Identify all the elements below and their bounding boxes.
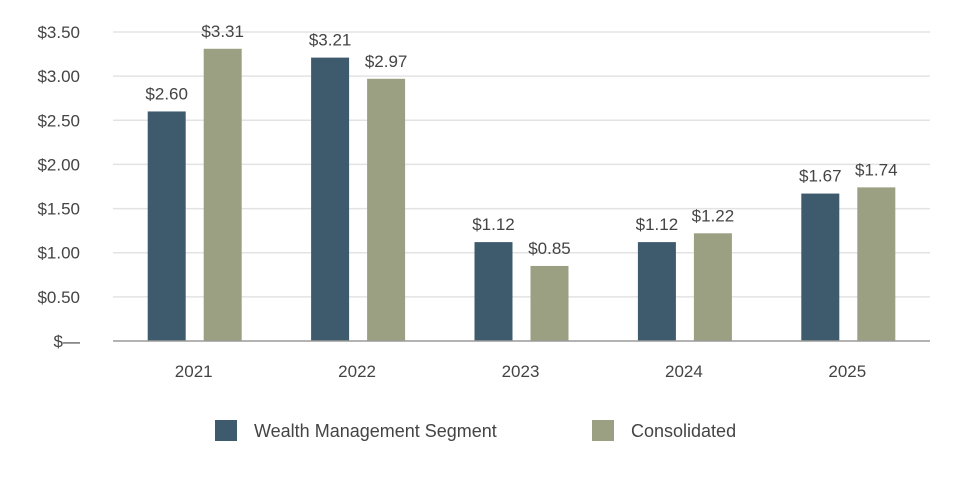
bar-1-2024 [693, 233, 732, 341]
data-label: $1.22 [692, 206, 735, 225]
data-label: $2.60 [145, 84, 188, 103]
y-tick-label: $2.50 [37, 111, 80, 130]
y-tick-label: $3.50 [37, 23, 80, 42]
bar-1-2025 [857, 187, 896, 341]
bar-0-2021 [147, 111, 186, 341]
legend: Wealth Management Segment Consolidated [215, 420, 736, 441]
data-label: $1.12 [472, 215, 515, 234]
data-label: $3.31 [201, 22, 244, 41]
data-label: $1.67 [799, 167, 842, 186]
y-axis-ticks: $— $0.50 $1.00 $1.50 $2.00 $2.50 $3.00 $3.50 [37, 23, 80, 351]
gridlines [113, 31, 930, 298]
bar-0-2025 [801, 193, 840, 341]
bar-1-2022 [367, 78, 406, 341]
x-tick-label: 2023 [502, 362, 540, 381]
legend-swatch [592, 420, 614, 441]
x-tick-label: 2025 [828, 362, 866, 381]
bar-0-2022 [311, 57, 350, 342]
x-axis-ticks: 2021 2022 2023 2024 2025 [175, 362, 866, 381]
bar-0-2023 [474, 242, 513, 341]
legend-label: Wealth Management Segment [254, 421, 497, 441]
y-tick-label: $2.00 [37, 155, 80, 174]
y-tick-label: $1.00 [37, 244, 80, 263]
data-label: $1.74 [855, 160, 898, 179]
bars: $2.60 $3.31 $3.21 $2.97 $1.12 $0.85 $1.12 $1.22… [145, 22, 898, 342]
y-tick-label: $3.00 [37, 67, 80, 86]
data-label: $2.97 [365, 52, 408, 71]
y-tick-label: $— [54, 332, 80, 351]
bar-1-2023 [530, 265, 569, 341]
legend-label: Consolidated [631, 421, 736, 441]
x-tick-label: 2024 [665, 362, 703, 381]
bar-1-2021 [203, 48, 242, 341]
y-tick-label: $0.50 [37, 288, 80, 307]
data-label: $1.12 [636, 215, 679, 234]
y-tick-label: $1.50 [37, 200, 80, 219]
legend-swatch [215, 420, 237, 441]
bar-0-2024 [637, 242, 676, 341]
x-tick-label: 2022 [338, 362, 376, 381]
data-label: $0.85 [528, 239, 571, 258]
x-tick-label: 2021 [175, 362, 213, 381]
data-label: $3.21 [309, 31, 352, 50]
